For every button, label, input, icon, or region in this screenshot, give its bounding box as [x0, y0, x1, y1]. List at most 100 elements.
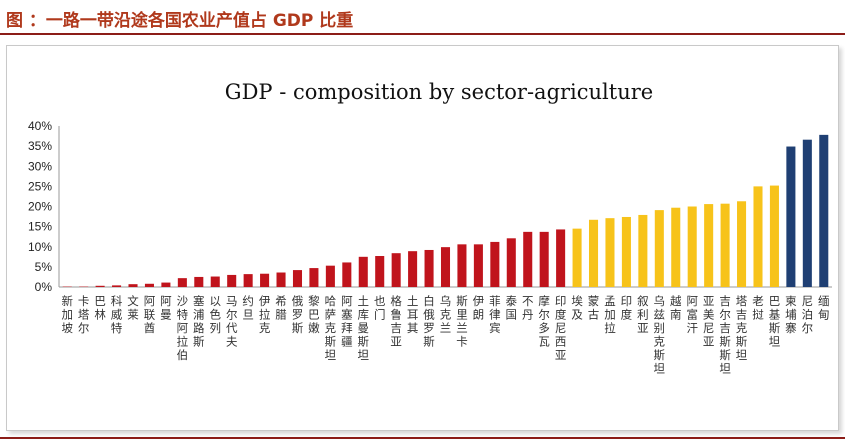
y-tick-label: 40%	[28, 119, 52, 133]
bar	[671, 207, 681, 287]
bar	[523, 231, 533, 287]
bar	[572, 228, 582, 287]
category-label: 乌兹别克斯坦	[654, 294, 666, 376]
category-label: 也门	[374, 294, 386, 322]
y-tick-label: 10%	[28, 240, 52, 254]
category-label: 塞浦路斯	[193, 294, 205, 349]
bar	[786, 146, 796, 287]
category-label: 俄罗斯	[292, 294, 304, 335]
bar	[621, 216, 631, 287]
bar	[292, 270, 303, 287]
bar	[194, 276, 204, 287]
bar	[144, 283, 154, 287]
category-label: 叙利亚	[637, 294, 649, 335]
category-label: 不丹	[522, 294, 534, 322]
bar	[720, 203, 730, 287]
category-label: 以色列	[209, 294, 221, 335]
category-label: 黎巴嫩	[308, 294, 320, 335]
category-label: 吉尔吉斯斯坦	[719, 294, 731, 376]
bar	[260, 273, 270, 287]
category-label: 泰国	[506, 294, 518, 322]
category-label: 伊拉克	[259, 294, 271, 335]
y-tick-label: 20%	[28, 200, 52, 214]
y-tick-label: 5%	[35, 260, 53, 274]
category-label: 柬埔寨	[785, 294, 797, 335]
bar	[457, 244, 467, 287]
footer-rule	[0, 437, 845, 439]
bar	[802, 139, 812, 287]
bar	[490, 241, 500, 287]
category-label: 蒙古	[588, 294, 600, 322]
bar	[704, 204, 714, 287]
category-label: 格鲁吉亚	[390, 294, 402, 349]
category-label: 马尔代夫	[226, 294, 238, 349]
y-tick-label: 15%	[28, 220, 52, 234]
bar	[769, 185, 779, 287]
y-tick-label: 35%	[28, 139, 52, 153]
bar	[243, 274, 253, 287]
category-label: 斯里兰卡	[456, 294, 468, 349]
bar	[112, 285, 122, 287]
bar	[737, 201, 747, 287]
category-label: 阿塞拜疆	[341, 294, 353, 349]
bar	[408, 251, 418, 287]
category-label: 塔吉克斯坦	[736, 294, 748, 362]
bar	[506, 238, 516, 287]
category-label: 尼泊尔	[802, 294, 814, 335]
category-label: 土耳其	[407, 294, 419, 335]
bar	[210, 276, 220, 287]
y-tick-label: 25%	[28, 179, 52, 193]
bar	[424, 249, 434, 287]
category-label: 伊朗	[473, 294, 485, 322]
category-label: 哈萨克斯坦	[325, 294, 337, 362]
category-label: 新加坡	[61, 294, 73, 335]
bar	[276, 272, 286, 287]
category-label: 老挝	[752, 294, 764, 322]
figure-caption: 图 ：一路一带沿途各国农业产值占 GDP 比重	[6, 11, 354, 31]
chart-panel: GDP - composition by sector-agriculture …	[6, 45, 839, 431]
bar	[589, 219, 599, 287]
category-label: 埃及	[571, 294, 583, 322]
bar	[161, 282, 171, 287]
chart: GDP - composition by sector-agriculture …	[28, 80, 832, 376]
category-label: 巴林	[94, 294, 106, 322]
category-label: 白俄罗斯	[423, 294, 435, 349]
bar	[753, 186, 763, 288]
bar	[358, 256, 368, 287]
chart-title: GDP - composition by sector-agriculture	[225, 80, 653, 104]
category-label: 文莱	[127, 294, 139, 322]
bar	[556, 229, 566, 287]
bar	[605, 218, 615, 287]
category-label: 巴基斯坦	[769, 294, 781, 349]
category-label: 沙特阿拉伯	[177, 294, 189, 362]
bar	[177, 278, 187, 287]
y-tick-label: 0%	[35, 280, 53, 294]
bar	[342, 262, 352, 287]
category-label: 阿曼	[160, 294, 172, 322]
category-label: 缅甸	[818, 294, 830, 322]
bars	[62, 134, 829, 288]
category-label: 菲律宾	[489, 294, 501, 335]
category-label: 摩尔多瓦	[538, 294, 550, 349]
bar	[227, 274, 237, 287]
bar	[687, 206, 697, 287]
bar	[309, 268, 319, 287]
bar	[638, 214, 648, 287]
bar	[539, 231, 549, 287]
category-label: 土库曼斯坦	[358, 294, 370, 362]
category-label: 阿富汗	[686, 294, 698, 335]
bar	[95, 285, 105, 287]
bar	[391, 253, 401, 287]
category-label: 科威特	[111, 294, 123, 335]
category-label: 约旦	[242, 294, 254, 322]
bar	[440, 247, 451, 287]
category-label: 越南	[670, 294, 682, 322]
category-label: 希腊	[275, 294, 287, 322]
category-label: 乌克兰	[440, 294, 452, 335]
caption-rule	[0, 33, 845, 35]
category-label: 亚美尼亚	[703, 294, 715, 349]
category-label: 孟加拉	[604, 294, 616, 335]
category-label: 卡塔尔	[78, 294, 90, 335]
bar	[325, 265, 335, 287]
bar	[375, 256, 385, 287]
